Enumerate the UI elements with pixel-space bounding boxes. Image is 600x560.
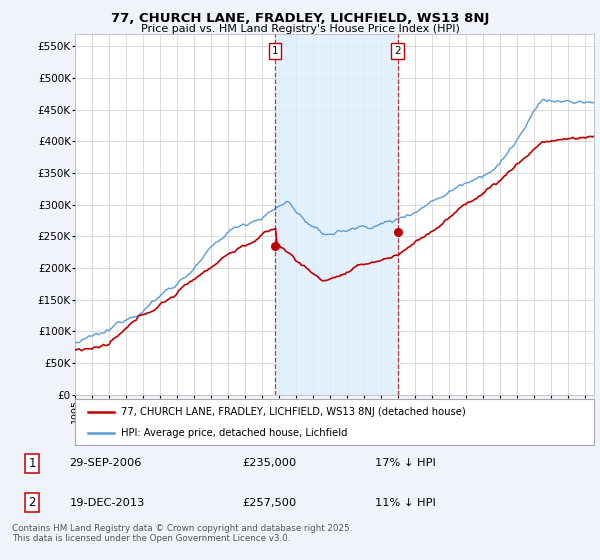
Text: £235,000: £235,000 xyxy=(242,459,296,468)
Text: 2: 2 xyxy=(394,46,401,55)
Text: Contains HM Land Registry data © Crown copyright and database right 2025.
This d: Contains HM Land Registry data © Crown c… xyxy=(12,524,352,543)
Bar xyxy=(275,34,398,395)
Text: 17% ↓ HPI: 17% ↓ HPI xyxy=(375,459,436,468)
Text: 19-DEC-2013: 19-DEC-2013 xyxy=(70,498,145,507)
Text: 77, CHURCH LANE, FRADLEY, LICHFIELD, WS13 8NJ: 77, CHURCH LANE, FRADLEY, LICHFIELD, WS1… xyxy=(111,12,489,25)
Text: £257,500: £257,500 xyxy=(242,498,296,507)
Text: 77, CHURCH LANE, FRADLEY, LICHFIELD, WS13 8NJ (detached house): 77, CHURCH LANE, FRADLEY, LICHFIELD, WS1… xyxy=(121,407,466,417)
Text: 1: 1 xyxy=(28,457,36,470)
Text: Price paid vs. HM Land Registry's House Price Index (HPI): Price paid vs. HM Land Registry's House … xyxy=(140,24,460,34)
Text: 11% ↓ HPI: 11% ↓ HPI xyxy=(375,498,436,507)
Text: 1: 1 xyxy=(272,46,278,55)
Text: 29-SEP-2006: 29-SEP-2006 xyxy=(70,459,142,468)
Text: 2: 2 xyxy=(28,496,36,509)
Text: HPI: Average price, detached house, Lichfield: HPI: Average price, detached house, Lich… xyxy=(121,428,347,438)
